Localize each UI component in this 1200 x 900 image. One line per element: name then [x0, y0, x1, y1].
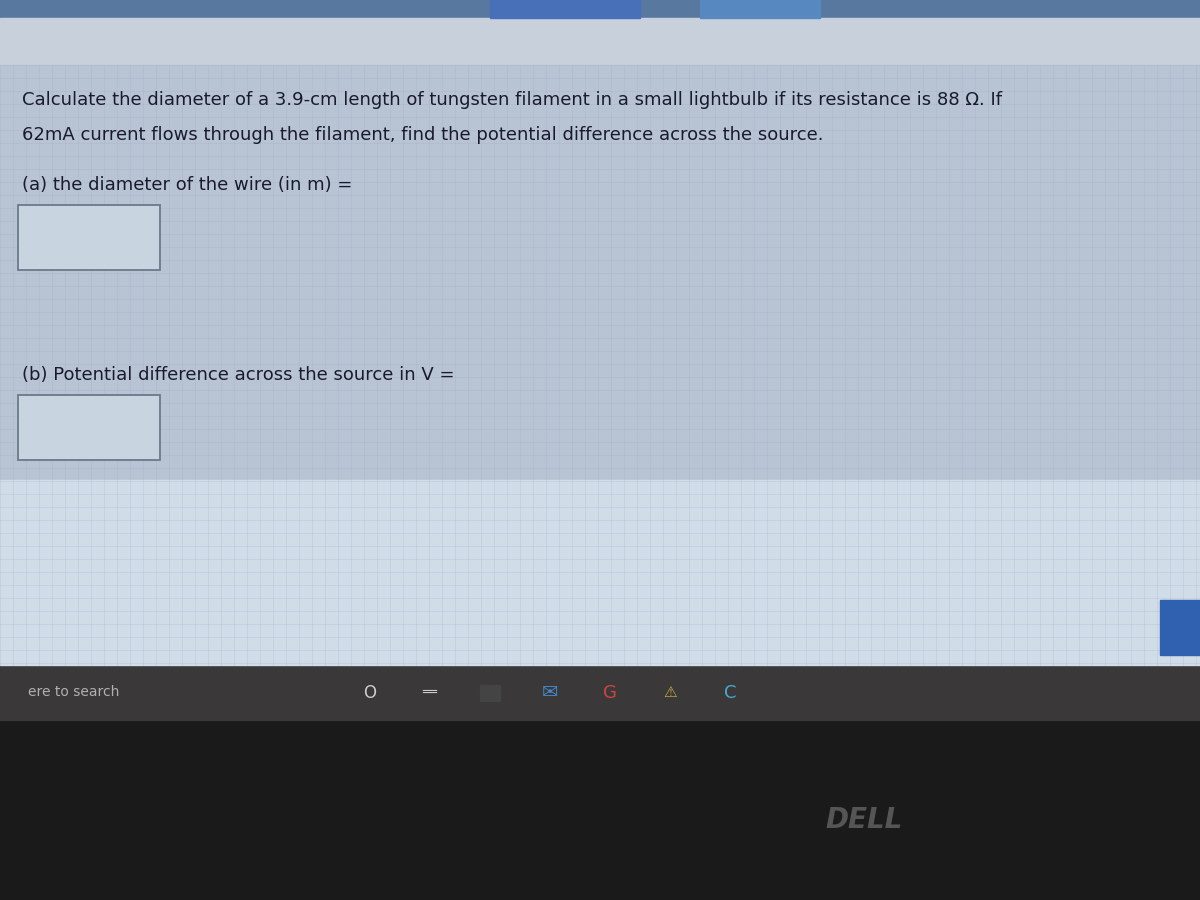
Text: ✉: ✉: [542, 683, 558, 702]
Bar: [0, 720, 1200, 900]
Text: ⚠: ⚠: [664, 685, 677, 700]
Text: ══: ══: [422, 686, 438, 699]
Text: O: O: [364, 683, 377, 701]
Bar: [0, 665, 1200, 720]
Bar: [18, 205, 160, 270]
Bar: [490, 0, 640, 18]
Bar: [480, 685, 500, 700]
Bar: [700, 0, 820, 18]
Bar: [0, 18, 1200, 65]
Text: G: G: [604, 683, 617, 701]
Bar: [0, 0, 1200, 18]
Bar: [18, 395, 160, 460]
Text: DELL: DELL: [826, 806, 902, 834]
Text: (b) Potential difference across the source in V =: (b) Potential difference across the sour…: [22, 366, 455, 384]
Text: (a) the diameter of the wire (in m) =: (a) the diameter of the wire (in m) =: [22, 176, 353, 194]
Text: 62mA current flows through the filament, find the potential difference across th: 62mA current flows through the filament,…: [22, 126, 823, 144]
Text: C: C: [724, 683, 737, 701]
Bar: [1160, 600, 1200, 655]
Text: ere to search: ere to search: [28, 686, 119, 699]
Bar: [0, 65, 1200, 480]
Bar: [0, 480, 1200, 665]
Text: Calculate the diameter of a 3.9-cm length of tungsten filament in a small lightb: Calculate the diameter of a 3.9-cm lengt…: [22, 91, 1002, 109]
